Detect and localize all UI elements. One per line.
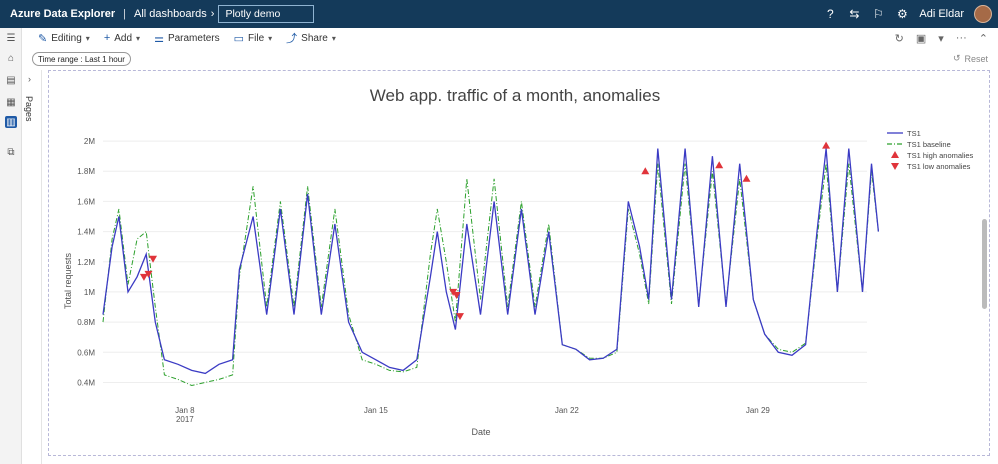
x-tick-sublabel: 2017 bbox=[176, 415, 194, 424]
share-icon: ⤴ bbox=[286, 33, 298, 45]
y-axis-label: Total requests bbox=[63, 252, 73, 309]
y-tick-label: 1.2M bbox=[77, 258, 95, 267]
chart-title: Web app. traffic of a month, anomalies bbox=[370, 86, 660, 105]
low-anomaly-marker bbox=[144, 270, 153, 278]
y-tick-label: 1M bbox=[84, 288, 95, 297]
grid bbox=[103, 140, 867, 383]
legend-label[interactable]: TS1 bbox=[907, 129, 921, 138]
x-axis-label: Date bbox=[471, 427, 490, 437]
pages-panel: › Pages bbox=[22, 70, 42, 464]
editing-button[interactable]: ✎ Editing ▾ bbox=[38, 32, 90, 45]
share-label: Share bbox=[301, 32, 328, 44]
chevron-down-icon: ▾ bbox=[331, 33, 336, 43]
legend-swatch bbox=[891, 151, 899, 158]
add-label: Add bbox=[114, 32, 133, 44]
y-tick-label: 0.8M bbox=[77, 318, 95, 327]
high-anomaly-marker bbox=[742, 174, 751, 182]
low-anomaly-marker bbox=[149, 255, 158, 263]
y-tick-label: 0.6M bbox=[77, 348, 95, 357]
legend-label[interactable]: TS1 baseline bbox=[907, 140, 951, 149]
top-bar: Azure Data Explorer | All dashboards › P… bbox=[0, 0, 998, 28]
x-tick-label: Jan 29 bbox=[746, 406, 771, 415]
save-icon[interactable]: ▣ bbox=[915, 32, 927, 45]
pages-label[interactable]: Pages bbox=[24, 96, 34, 122]
chevron-down-icon: ▾ bbox=[85, 33, 90, 43]
feedback-icon[interactable]: ⚐ bbox=[872, 7, 884, 21]
low-anomaly-marker bbox=[452, 291, 461, 299]
share-button[interactable]: ⤴ Share ▾ bbox=[286, 30, 336, 46]
file-label: File bbox=[248, 32, 265, 44]
chevron-down-icon: ▾ bbox=[136, 33, 141, 43]
chevron-right-icon: › bbox=[210, 8, 215, 20]
reset-icon: ↺ bbox=[952, 53, 961, 63]
y-tick-label: 1.4M bbox=[77, 228, 95, 237]
legend[interactable]: TS1 TS1 baseline TS1 high anomalies TS1 low… bbox=[887, 129, 974, 171]
low-anomaly-marker bbox=[139, 273, 148, 281]
plus-icon: + bbox=[103, 32, 111, 44]
query-icon[interactable]: ▤ bbox=[6, 74, 16, 86]
low-anomaly-marker bbox=[455, 313, 464, 321]
chevron-down-icon: ▾ bbox=[268, 33, 273, 43]
dashboards-icon[interactable]: ▥ bbox=[5, 116, 17, 128]
app-name[interactable]: Azure Data Explorer bbox=[10, 8, 116, 20]
high-anomaly-marker bbox=[641, 167, 650, 175]
pencil-icon: ✎ bbox=[38, 32, 48, 45]
add-button[interactable]: + Add ▾ bbox=[104, 32, 140, 44]
filter-bar: Time range : Last 1 hour ↺ Reset bbox=[26, 50, 998, 68]
user-name[interactable]: Adi Eldar bbox=[919, 8, 964, 20]
y-tick-label: 1.8M bbox=[77, 167, 95, 176]
editing-label: Editing bbox=[51, 32, 82, 44]
x-tick-label: Jan 8 bbox=[175, 406, 195, 415]
x-tick-label: Jan 22 bbox=[555, 406, 580, 415]
chevron-down-icon[interactable]: ▾ bbox=[938, 32, 944, 45]
y-tick-label: 0.4M bbox=[77, 378, 95, 387]
legend-swatch bbox=[891, 163, 899, 170]
avatar[interactable] bbox=[974, 5, 992, 23]
chevron-right-icon[interactable]: › bbox=[28, 74, 31, 84]
time-range-filter[interactable]: Time range : Last 1 hour bbox=[32, 52, 131, 66]
more-icon[interactable]: ··· bbox=[955, 32, 967, 44]
collapse-icon[interactable]: ⌃ bbox=[978, 32, 988, 45]
explorer-icon[interactable]: ⧉ bbox=[7, 146, 15, 158]
breadcrumb-all-dashboards[interactable]: All dashboards bbox=[134, 8, 207, 20]
series-line-ts1 bbox=[102, 148, 880, 375]
topbar-actions: ? ⇆ ⚐ ⚙ Adi Eldar bbox=[823, 0, 992, 28]
x-tick-label: Jan 15 bbox=[364, 406, 389, 415]
y-tick-label: 2M bbox=[84, 137, 95, 146]
reset-label: Reset bbox=[964, 53, 988, 64]
menu-icon[interactable]: ☰ bbox=[6, 32, 16, 44]
refresh-icon[interactable]: ↻ bbox=[894, 32, 904, 45]
high-anomaly-marker bbox=[822, 141, 831, 149]
data-icon[interactable]: ▦ bbox=[6, 96, 16, 108]
left-nav-rail: ☰ ⌂ ▤ ▦ ▥ ⧉ bbox=[0, 28, 22, 464]
parameters-label: Parameters bbox=[167, 32, 220, 44]
divider: | bbox=[123, 8, 127, 20]
toolbar-right: ↻ ▣ ▾ ··· ⌃ bbox=[895, 28, 988, 48]
file-button[interactable]: ▭ File ▾ bbox=[234, 32, 273, 45]
chart-svg: Web app. traffic of a month, anomalies 0… bbox=[63, 86, 974, 437]
dashboard-title-input[interactable]: Plotly demo bbox=[218, 5, 315, 23]
chart-tile[interactable]: Web app. traffic of a month, anomalies 0… bbox=[48, 70, 990, 456]
high-anomaly-marker bbox=[715, 161, 724, 169]
file-icon: ▭ bbox=[233, 32, 245, 45]
scrollbar[interactable] bbox=[982, 219, 987, 309]
dashboard-toolbar: ✎ Editing ▾ + Add ▾ ⚌ Parameters ▭ File … bbox=[26, 28, 998, 48]
parameters-button[interactable]: ⚌ Parameters bbox=[154, 32, 220, 45]
series-group bbox=[102, 141, 880, 387]
home-icon[interactable]: ⌂ bbox=[7, 52, 15, 64]
help-icon[interactable]: ? bbox=[827, 7, 834, 21]
legend-label[interactable]: TS1 high anomalies bbox=[907, 151, 974, 160]
legend-label[interactable]: TS1 low anomalies bbox=[907, 162, 971, 171]
y-tick-label: 1.6M bbox=[77, 197, 95, 206]
share-icon[interactable]: ⇆ bbox=[849, 7, 860, 21]
reset-button[interactable]: ↺ Reset bbox=[953, 53, 988, 64]
gear-icon[interactable]: ⚙ bbox=[896, 7, 908, 21]
parameters-icon: ⚌ bbox=[154, 32, 164, 45]
y-tick-labels: 0.4M 0.6M 0.8M 1M 1.2M 1.4M 1.6M 1.8M 2M bbox=[77, 137, 95, 387]
